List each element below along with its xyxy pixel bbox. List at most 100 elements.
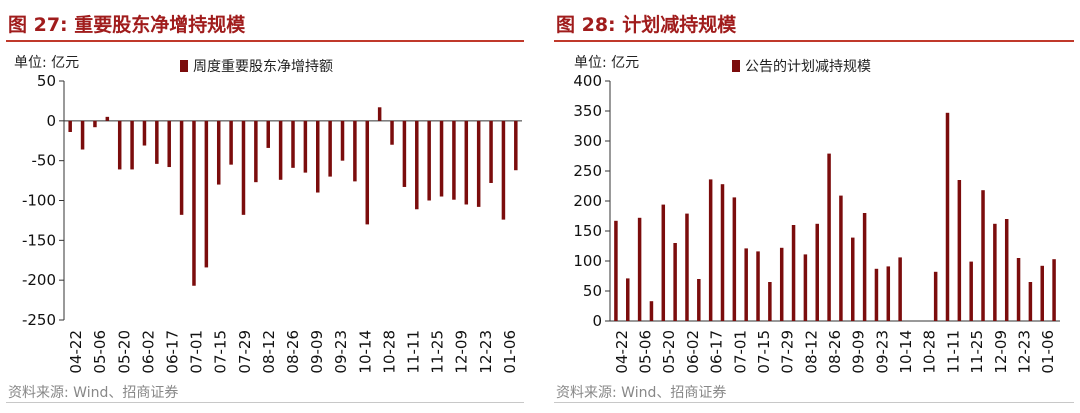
x-tick-label: 07-01 <box>731 330 749 374</box>
bar <box>779 247 784 321</box>
x-tick-label: 09-09 <box>308 330 326 374</box>
x-tick-label: 12-09 <box>992 330 1010 374</box>
bar <box>365 120 370 225</box>
x-tick-label: 08-26 <box>826 330 844 374</box>
x-tick-label: 10-28 <box>921 330 939 374</box>
bar <box>768 282 772 321</box>
bar <box>464 120 469 205</box>
y-tick-label: 200 <box>573 192 602 210</box>
x-tick-label: 12-09 <box>453 330 471 374</box>
bar <box>839 195 843 321</box>
bar <box>427 120 431 201</box>
bar <box>697 279 701 321</box>
bar <box>744 248 748 321</box>
y-tick-label: 150 <box>573 222 602 240</box>
bar <box>1040 265 1044 321</box>
bar <box>898 257 902 321</box>
chart-title: 图 28: 计划减持规模 <box>556 14 737 36</box>
chart-panel-planned-reduction: 图 28: 计划减持规模 单位: 亿元 公告的计划减持规模 400 350 300 2… <box>548 0 1080 413</box>
bar <box>756 251 760 321</box>
unit-label: 单位: 亿元 <box>14 55 80 71</box>
bar <box>827 153 831 321</box>
bar <box>945 112 950 321</box>
bar <box>661 204 666 321</box>
bar <box>278 120 283 180</box>
y-tick-label: 350 <box>573 102 602 120</box>
legend-label: 周度重要股东净增持额 <box>193 59 333 75</box>
y-tick-label: 50 <box>37 72 56 90</box>
x-tick-label: 05-20 <box>115 330 133 374</box>
chart-title: 图 27: 重要股东净增持规模 <box>8 14 246 36</box>
x-tick-label: 08-26 <box>284 330 302 374</box>
bar <box>204 120 209 268</box>
bar <box>130 120 134 170</box>
bar <box>501 120 506 220</box>
bar <box>117 120 122 170</box>
x-tick-label: 04-22 <box>613 330 631 374</box>
y-tick-label: -50 <box>32 152 57 170</box>
x-tick-label: 11-11 <box>405 330 423 374</box>
bar <box>981 190 985 321</box>
x-tick-label: 11-25 <box>429 330 447 374</box>
x-tick-label: 11-11 <box>944 330 962 374</box>
bar <box>402 120 407 187</box>
x-tick-label: 01-06 <box>1039 330 1057 374</box>
bar <box>969 261 973 321</box>
bar <box>862 213 867 321</box>
x-tick-label: 09-23 <box>873 330 891 374</box>
bar <box>340 120 345 161</box>
source-note: 资料来源: Wind、招商证券 <box>8 385 179 401</box>
bar <box>303 120 308 173</box>
y-tick-label: 0 <box>46 112 56 130</box>
x-tick-label: 10-14 <box>897 330 915 374</box>
x-tick-label: 12-23 <box>477 330 495 374</box>
x-tick-label: 08-12 <box>260 330 278 374</box>
bar <box>708 179 713 321</box>
y-tick-label: -200 <box>22 271 56 289</box>
bar <box>68 120 72 132</box>
bar <box>216 120 221 185</box>
bar <box>489 120 493 183</box>
bar <box>254 120 258 183</box>
chart-panel-net-increase: 图 27: 重要股东净增持规模 单位: 亿元 周度重要股东净增持额 50 0 -50… <box>0 0 530 413</box>
bar <box>241 120 246 215</box>
bar <box>1016 258 1021 321</box>
x-tick-label: 10-14 <box>356 330 374 374</box>
legend-label: 公告的计划减持规模 <box>745 59 871 75</box>
x-tick-label: 07-29 <box>236 330 254 374</box>
y-tick-label: -100 <box>22 192 56 210</box>
bar <box>1052 259 1056 321</box>
bar <box>328 120 332 177</box>
y-tick-label: -250 <box>22 311 56 329</box>
x-tick-label: 06-02 <box>139 330 157 374</box>
x-tick-label: 05-20 <box>660 330 678 374</box>
bar <box>993 223 997 321</box>
bar <box>720 184 725 321</box>
bar <box>649 301 654 321</box>
bar <box>142 120 147 146</box>
x-tick-label: 07-29 <box>779 330 797 374</box>
x-tick-label: 04-22 <box>67 330 85 374</box>
bar <box>791 225 796 321</box>
bar <box>1004 219 1009 321</box>
bar <box>80 120 85 150</box>
bar <box>886 266 891 321</box>
x-tick-label: 09-09 <box>850 330 868 374</box>
y-tick-label: 300 <box>573 132 602 150</box>
bar <box>291 120 295 168</box>
x-tick-label: 07-01 <box>188 330 206 374</box>
bar <box>514 120 518 171</box>
legend: 周度重要股东净增持额 <box>180 56 333 76</box>
bar <box>933 271 938 321</box>
source-note: 资料来源: Wind、招商证券 <box>556 385 727 401</box>
bar <box>192 120 196 286</box>
y-tick-label: 0 <box>592 312 602 330</box>
x-tick-label: 09-23 <box>332 330 350 374</box>
bar <box>229 120 233 165</box>
y-tick-label: 400 <box>573 72 602 90</box>
bar <box>732 197 737 321</box>
x-tick-label: 11-25 <box>968 330 986 374</box>
x-tick-label: 07-15 <box>755 330 773 374</box>
bar <box>685 213 689 321</box>
x-tick-label: 06-02 <box>684 330 702 374</box>
